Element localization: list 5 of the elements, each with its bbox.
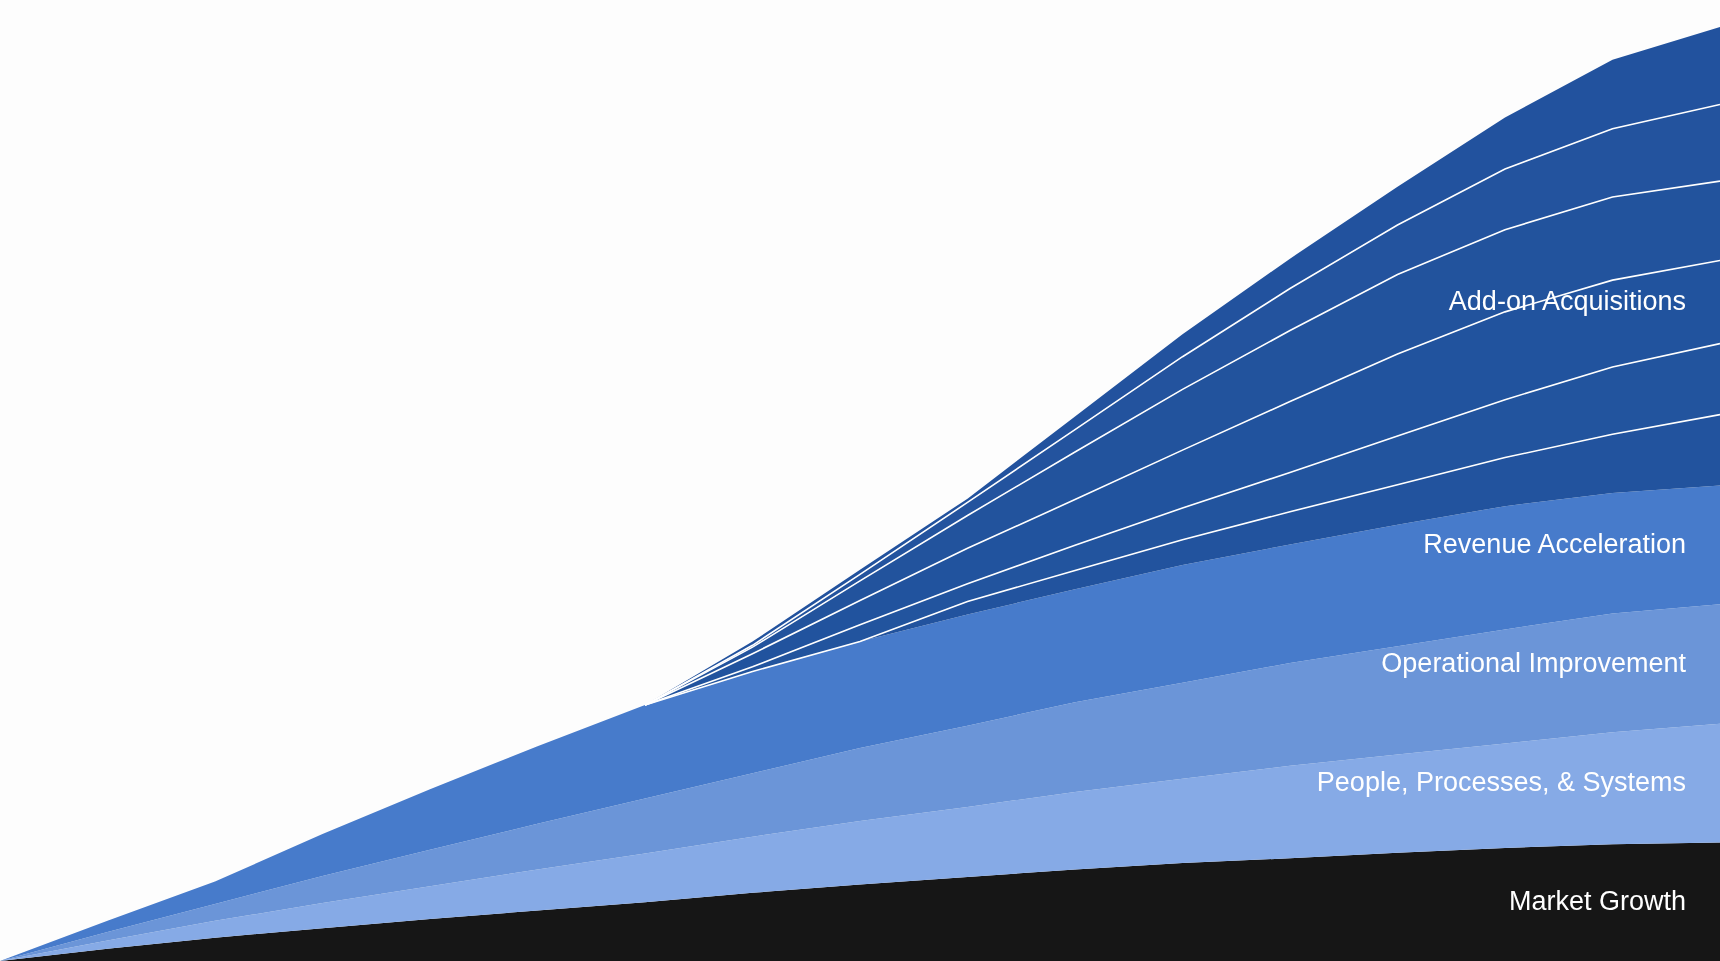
series-label: People, Processes, & Systems [1316, 767, 1686, 798]
series-label: Revenue Acceleration [1423, 528, 1686, 559]
series-label: Operational Improvement [1381, 647, 1687, 678]
series-label: Market Growth [1508, 885, 1686, 916]
series-label: Add-on Acquisitions [1448, 286, 1686, 317]
